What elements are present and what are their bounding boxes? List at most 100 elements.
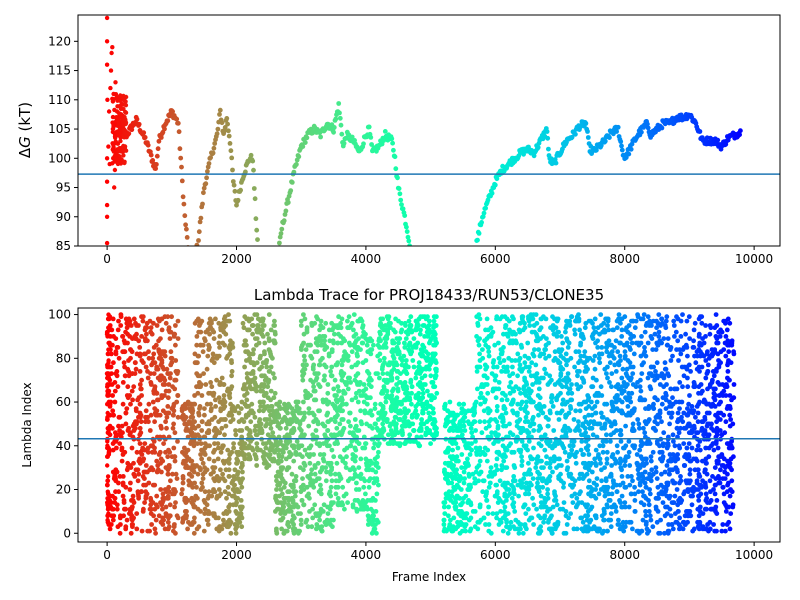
lambda-point <box>311 412 317 418</box>
lambda-point <box>244 397 250 403</box>
lambda-point <box>121 500 127 505</box>
dg-point <box>116 133 121 138</box>
dg-point <box>123 103 129 108</box>
lambda-point <box>423 406 429 411</box>
lambda-point <box>329 478 335 484</box>
lambda-point <box>161 349 166 355</box>
lambda-point <box>312 349 318 355</box>
lambda-point <box>533 312 539 317</box>
dg-point <box>469 263 474 268</box>
lambda-point <box>154 323 160 328</box>
lambda-point <box>496 380 502 385</box>
lambda-point <box>335 484 341 490</box>
lambda-point <box>501 458 507 464</box>
lambda-point <box>586 478 592 484</box>
lambda-point <box>224 355 230 361</box>
lambda-point <box>492 493 498 499</box>
lambda-point <box>207 345 212 350</box>
lambda-point <box>562 401 568 407</box>
lambda-point <box>263 445 269 451</box>
lambda-point <box>189 425 195 431</box>
lambda-point <box>216 515 221 521</box>
lambda-point <box>473 469 479 475</box>
dg-y-tick-label: 105 <box>48 122 71 136</box>
dg-point <box>452 273 457 278</box>
lambda-point <box>520 327 526 333</box>
lambda-point <box>573 428 578 433</box>
lambda-point <box>561 480 566 486</box>
lambda-point <box>371 513 376 519</box>
lambda-point <box>366 478 372 484</box>
lambda-point <box>260 334 266 339</box>
lambda-point <box>160 491 166 497</box>
lambda-point <box>194 318 200 324</box>
lambda-point <box>395 430 401 436</box>
lambda-point <box>296 530 301 536</box>
dg-point <box>118 94 123 99</box>
lambda-point <box>251 410 256 416</box>
lambda-point <box>209 384 215 390</box>
lambda-point <box>218 449 224 455</box>
lambda-point <box>354 362 359 368</box>
lambda-point <box>291 530 297 536</box>
lambda-point <box>322 373 327 379</box>
lambda-point <box>155 366 161 372</box>
lambda-point <box>135 489 141 495</box>
dg-point <box>458 273 463 278</box>
lambda-point <box>350 465 356 470</box>
dg-point <box>415 276 420 281</box>
lambda-point <box>497 498 503 503</box>
lambda-point <box>474 465 480 470</box>
lambda-point <box>443 417 449 422</box>
lambda-point <box>119 423 125 429</box>
lambda-point <box>143 495 149 501</box>
lambda-point <box>366 467 372 473</box>
dg-point <box>479 220 484 225</box>
lambda-point <box>203 382 209 387</box>
dg-point <box>449 270 454 275</box>
dg-point <box>106 144 111 149</box>
lambda-point <box>334 439 340 444</box>
dg-point <box>291 169 297 175</box>
dg-point <box>180 194 186 200</box>
lambda-point <box>523 364 529 370</box>
lambda-point <box>192 419 198 425</box>
lambda-point <box>250 331 256 337</box>
lambda-point <box>277 493 282 499</box>
lambda-point <box>114 506 120 512</box>
lambda-point <box>275 469 281 475</box>
lambda-point <box>587 425 593 431</box>
dg-point <box>257 263 262 268</box>
lambda-point <box>339 362 345 368</box>
lambda-point <box>201 498 207 503</box>
dg-point <box>113 135 118 140</box>
lambda-point <box>156 513 162 519</box>
lambda-point <box>280 447 286 453</box>
dg-point <box>281 218 287 224</box>
lambda-point <box>573 349 579 355</box>
lambda-point <box>466 498 471 503</box>
lambda-point <box>413 439 418 444</box>
lambda-point <box>520 530 526 536</box>
lambda-point <box>366 382 372 387</box>
lambda-point <box>427 430 433 436</box>
lambda-point <box>332 393 338 398</box>
dg-point <box>145 142 151 148</box>
lambda-point <box>205 517 211 523</box>
lambda-point <box>338 334 344 339</box>
lambda-point <box>466 517 472 523</box>
dg-point <box>432 271 437 276</box>
lambda-point <box>582 414 588 420</box>
lambda-point <box>311 419 316 425</box>
lambda-point <box>352 445 358 451</box>
lambda-point <box>161 517 167 523</box>
lambda-point <box>158 373 164 379</box>
lambda-point <box>174 399 180 405</box>
lambda-point <box>317 517 322 523</box>
lambda-point <box>331 325 336 331</box>
lambda-point <box>227 522 233 527</box>
lambda-point <box>365 522 371 527</box>
lambda-point <box>457 530 463 536</box>
dg-point <box>228 148 234 154</box>
lambda-point <box>303 347 309 352</box>
